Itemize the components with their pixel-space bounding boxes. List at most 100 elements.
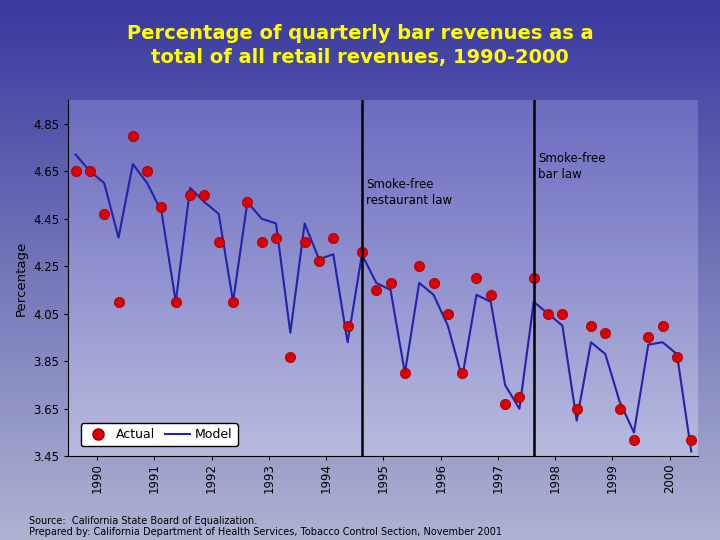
Bar xyxy=(68,288,698,289)
Bar xyxy=(0,116,720,118)
Bar xyxy=(0,369,720,372)
Bar xyxy=(68,110,698,111)
Bar xyxy=(0,508,720,510)
Bar xyxy=(0,428,720,430)
Bar xyxy=(68,289,698,291)
Bar xyxy=(0,213,720,215)
Bar xyxy=(68,278,698,280)
Bar xyxy=(0,417,720,420)
Bar xyxy=(68,184,698,185)
Bar xyxy=(0,502,720,504)
Bar xyxy=(68,253,698,254)
Bar xyxy=(0,173,720,175)
Bar xyxy=(0,28,720,30)
Bar xyxy=(68,320,698,321)
Bar xyxy=(68,369,698,370)
Bar xyxy=(68,126,698,128)
Bar xyxy=(68,437,698,438)
Bar xyxy=(68,423,698,424)
Bar xyxy=(68,451,698,452)
Bar xyxy=(68,186,698,187)
Point xyxy=(542,309,554,318)
Bar xyxy=(0,270,720,272)
Bar xyxy=(68,430,698,431)
Bar xyxy=(68,122,698,124)
Bar xyxy=(68,193,698,194)
Bar xyxy=(68,370,698,372)
Bar xyxy=(0,458,720,460)
Bar xyxy=(68,144,698,146)
Bar xyxy=(0,460,720,462)
Point xyxy=(371,286,382,294)
Bar xyxy=(0,186,720,188)
Bar xyxy=(0,403,720,405)
Bar xyxy=(0,15,720,17)
Bar xyxy=(68,157,698,158)
Bar xyxy=(0,531,720,534)
Bar xyxy=(0,4,720,6)
Bar xyxy=(68,355,698,356)
Bar xyxy=(0,160,720,163)
Bar xyxy=(0,396,720,399)
Bar xyxy=(68,381,698,382)
Bar xyxy=(68,418,698,420)
Legend: Actual, Model: Actual, Model xyxy=(81,423,238,447)
Bar xyxy=(0,268,720,270)
Bar xyxy=(68,326,698,327)
Bar xyxy=(0,258,720,259)
Bar xyxy=(68,295,698,296)
Bar xyxy=(0,36,720,38)
Bar xyxy=(0,242,720,245)
Bar xyxy=(68,448,698,449)
Bar xyxy=(0,251,720,253)
Bar xyxy=(68,449,698,451)
Bar xyxy=(68,217,698,218)
Bar xyxy=(68,185,698,186)
Bar xyxy=(68,373,698,374)
Bar xyxy=(68,238,698,239)
Point xyxy=(270,233,282,242)
Bar xyxy=(0,481,720,483)
Bar xyxy=(0,32,720,33)
Point xyxy=(399,369,410,377)
Bar xyxy=(0,340,720,342)
Point xyxy=(557,309,568,318)
Point xyxy=(485,291,497,299)
Bar xyxy=(68,440,698,441)
Bar xyxy=(68,218,698,220)
Bar xyxy=(68,148,698,150)
Bar xyxy=(68,338,698,339)
Bar xyxy=(68,182,698,184)
Bar xyxy=(68,268,698,270)
Point xyxy=(528,274,539,282)
Bar xyxy=(68,452,698,454)
Bar xyxy=(68,240,698,242)
Bar xyxy=(0,468,720,470)
Bar xyxy=(68,298,698,299)
Bar xyxy=(68,428,698,430)
Bar xyxy=(0,261,720,264)
Bar xyxy=(68,374,698,375)
Bar xyxy=(0,120,720,123)
Bar xyxy=(68,372,698,373)
Bar xyxy=(68,178,698,179)
Bar xyxy=(0,291,720,293)
Point xyxy=(213,238,225,247)
Bar xyxy=(0,238,720,240)
Bar xyxy=(0,528,720,529)
Bar xyxy=(0,437,720,438)
Bar xyxy=(68,335,698,336)
Point xyxy=(642,333,654,342)
Bar xyxy=(0,386,720,388)
Bar xyxy=(0,529,720,531)
Bar xyxy=(0,12,720,15)
Bar xyxy=(68,140,698,141)
Bar xyxy=(0,232,720,234)
Bar xyxy=(0,11,720,12)
Bar xyxy=(68,117,698,118)
Bar xyxy=(0,462,720,464)
Bar xyxy=(0,438,720,441)
Bar xyxy=(0,314,720,316)
Bar xyxy=(0,388,720,390)
Bar xyxy=(68,264,698,266)
